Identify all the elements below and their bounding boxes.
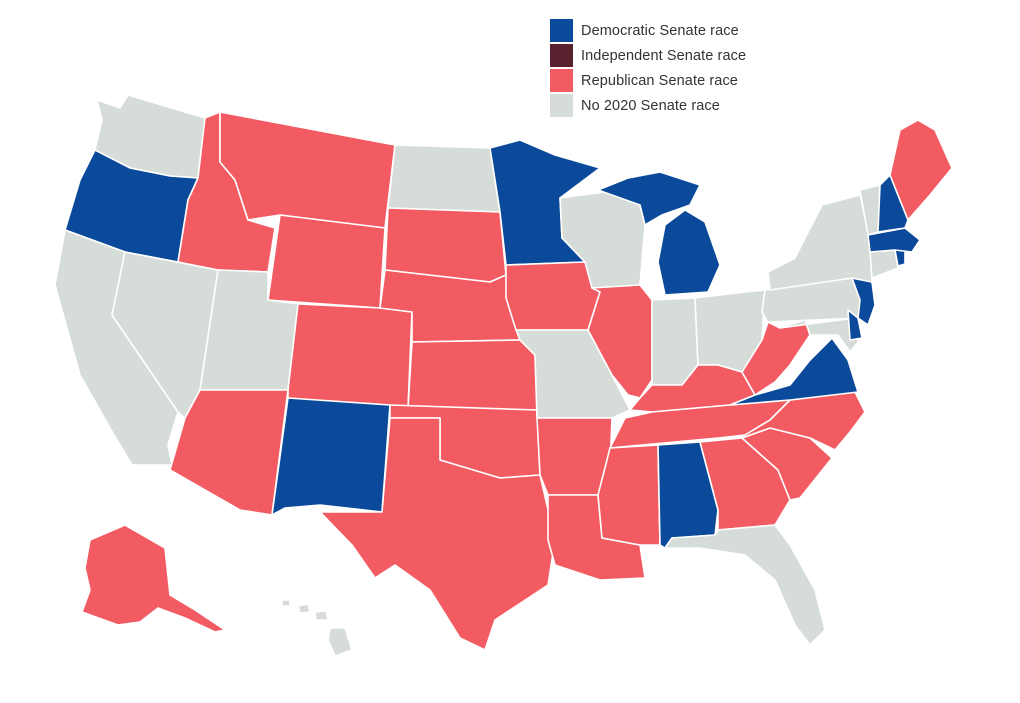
state-mississippi[interactable]: [597, 444, 661, 546]
legend-label-democratic: Democratic Senate race: [581, 22, 739, 39]
state-illinois[interactable]: [587, 284, 653, 399]
legend-item-independent: Independent Senate race: [550, 43, 746, 68]
legend-item-democratic: Democratic Senate race: [550, 18, 746, 43]
state-colorado[interactable]: [287, 303, 413, 409]
legend-item-no-race: No 2020 Senate race: [550, 93, 746, 118]
state-maine[interactable]: [889, 119, 953, 221]
legend-label-independent: Independent Senate race: [581, 47, 747, 64]
state-new-hampshire[interactable]: [877, 174, 909, 233]
state-virginia[interactable]: [729, 337, 859, 406]
state-indiana[interactable]: [651, 297, 699, 386]
state-florida[interactable]: [664, 524, 826, 646]
legend-swatch-republican: [550, 69, 573, 92]
state-iowa[interactable]: [505, 261, 601, 331]
state-michigan[interactable]: [597, 171, 721, 296]
legend-swatch-no-race: [550, 94, 573, 117]
state-delaware[interactable]: [847, 309, 863, 341]
state-texas[interactable]: [319, 417, 556, 651]
legend-item-republican: Republican Senate race: [550, 68, 746, 93]
state-connecticut[interactable]: [869, 249, 899, 279]
state-hawaii[interactable]: [281, 599, 353, 657]
legend-swatch-democratic: [550, 19, 573, 42]
legend: Democratic Senate race Independent Senat…: [550, 18, 746, 118]
state-north-carolina[interactable]: [741, 391, 866, 451]
legend-swatch-independent: [550, 44, 573, 67]
state-new-mexico[interactable]: [271, 397, 391, 516]
state-montana[interactable]: [219, 111, 396, 229]
legend-label-no-race: No 2020 Senate race: [581, 97, 720, 114]
state-south-dakota[interactable]: [384, 207, 507, 283]
state-alaska[interactable]: [81, 524, 226, 633]
state-new-york[interactable]: [767, 194, 873, 291]
legend-label-republican: Republican Senate race: [581, 72, 738, 89]
state-north-dakota[interactable]: [387, 144, 501, 213]
state-kansas[interactable]: [407, 339, 538, 411]
state-wyoming[interactable]: [267, 214, 386, 309]
